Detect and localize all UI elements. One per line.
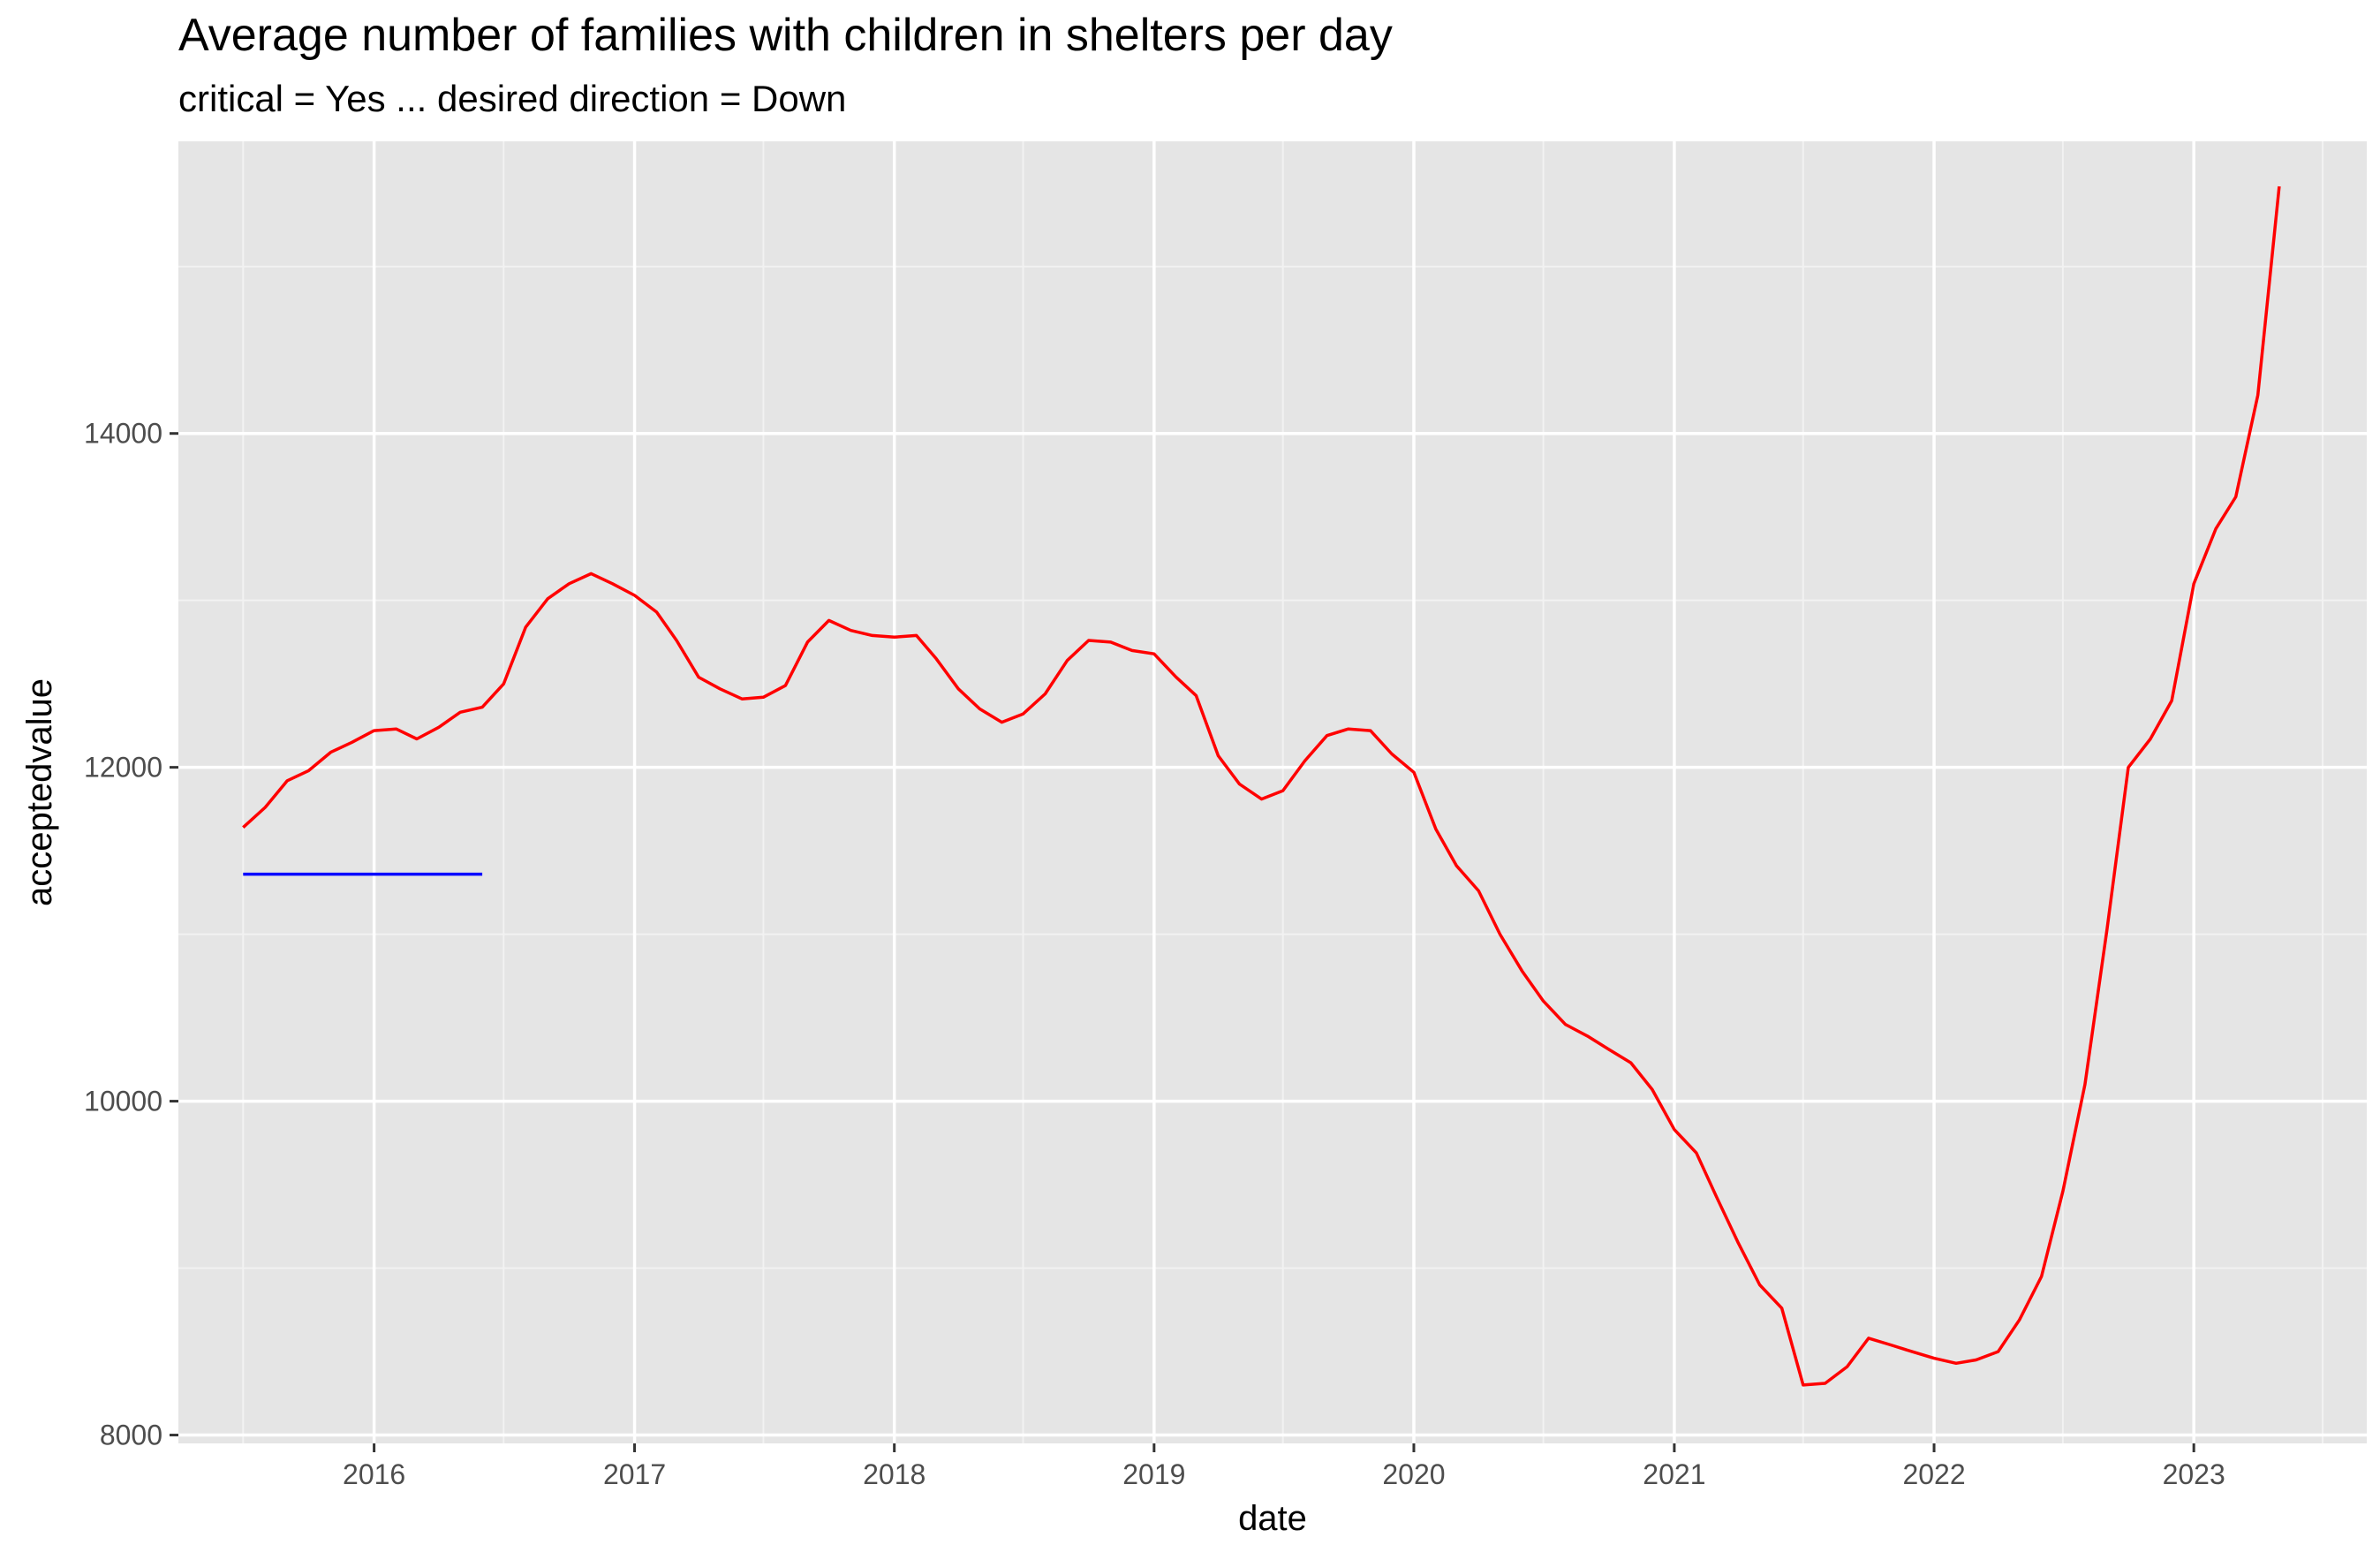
x-tick-label: 2021	[1643, 1458, 1705, 1490]
axes: 2016 2017 2018 2019 2020 2021 2022 2023 8000 1000…	[84, 418, 2225, 1490]
minor-gridlines	[178, 141, 2367, 1443]
series-line-1	[242, 186, 2281, 1387]
plot-panel	[178, 141, 2367, 1443]
x-tick-label: 2020	[1382, 1458, 1445, 1490]
chart-title: Average number of families with children…	[178, 10, 1393, 61]
major-gridlines	[178, 141, 2367, 1443]
y-tick-label: 12000	[84, 752, 162, 784]
y-axis-title: acceptedvalue	[20, 678, 59, 906]
y-tick-label: 14000	[84, 418, 162, 450]
x-tick-label: 2018	[863, 1458, 926, 1490]
y-tick-label: 8000	[100, 1420, 162, 1451]
x-tick-label: 2022	[1902, 1458, 1965, 1490]
x-tick-label: 2016	[343, 1458, 405, 1490]
x-tick-label: 2019	[1122, 1458, 1185, 1490]
x-tick-label: 2017	[603, 1458, 666, 1490]
chart-subtitle: critical = Yes ... desired direction = D…	[178, 78, 847, 119]
x-axis-title: date	[1238, 1499, 1307, 1538]
x-tick-label: 2023	[2163, 1458, 2225, 1490]
series-layer	[242, 186, 2281, 1387]
y-tick-label: 10000	[84, 1086, 162, 1117]
